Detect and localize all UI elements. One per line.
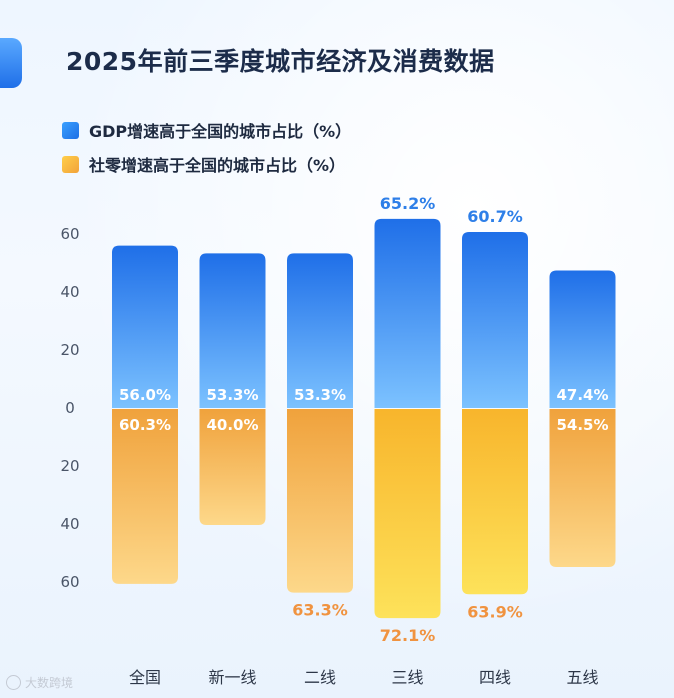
legend-retail-label: 社零增速高于全国的城市占比（%） bbox=[89, 156, 346, 175]
x-category-label: 五线 bbox=[566, 668, 598, 687]
legend-retail: 社零增速高于全国的城市占比（%） bbox=[62, 152, 345, 176]
gdp-bar bbox=[549, 270, 616, 408]
x-category-label: 四线 bbox=[479, 668, 511, 687]
gdp-value-label: 47.4% bbox=[556, 386, 608, 404]
title-accent-tab bbox=[0, 38, 22, 88]
legend-gdp-swatch bbox=[62, 121, 79, 139]
y-tick-label: 60 bbox=[60, 225, 79, 243]
retail-bar bbox=[462, 409, 528, 595]
gdp-value-label: 65.2% bbox=[380, 194, 436, 213]
y-tick-label: 40 bbox=[60, 515, 79, 533]
watermark-logo-icon bbox=[6, 675, 21, 690]
retail-bar bbox=[287, 409, 353, 593]
retail-value-label: 63.9% bbox=[467, 602, 523, 621]
gdp-value-label: 56.0% bbox=[119, 386, 171, 404]
gdp-bar bbox=[287, 253, 353, 408]
retail-bar bbox=[199, 409, 266, 525]
gdp-bar bbox=[462, 231, 528, 408]
retail-value-label: 40.0% bbox=[206, 416, 258, 434]
x-axis: 全国 新一线 二线 三线 四线 五线 bbox=[129, 668, 599, 687]
watermark-text: 大数跨境 bbox=[25, 676, 74, 690]
y-tick-label: 60 bbox=[60, 573, 79, 591]
legend-retail-swatch bbox=[62, 155, 79, 173]
gdp-value-label: 60.7% bbox=[467, 207, 523, 226]
x-category-label: 二线 bbox=[304, 668, 336, 687]
gdp-bar bbox=[374, 218, 441, 408]
retail-value-label: 60.3% bbox=[119, 416, 171, 434]
x-category-label: 新一线 bbox=[208, 668, 256, 687]
retail-bar bbox=[374, 409, 441, 619]
chart-title: 2025年前三季度城市经济及消费数据 bbox=[66, 47, 495, 76]
x-category-label: 全国 bbox=[129, 668, 161, 687]
y-tick-label: 20 bbox=[60, 457, 79, 475]
value-labels: 56.0% 60.3% 53.3% 40.0% 53.3% 63.3% 65.2% 72.1%… bbox=[119, 194, 609, 645]
legend-gdp-label: GDP增速高于全国的城市占比（%） bbox=[89, 122, 352, 141]
y-axis: 60 40 20 0 20 40 60 bbox=[60, 225, 79, 591]
watermark: 大数跨境 bbox=[6, 674, 73, 691]
bars bbox=[112, 218, 616, 619]
retail-value-label: 54.5% bbox=[556, 416, 608, 434]
gdp-bar bbox=[112, 245, 178, 408]
y-tick-label: 40 bbox=[60, 283, 79, 301]
gdp-value-label: 53.3% bbox=[294, 386, 346, 404]
x-category-label: 三线 bbox=[391, 668, 423, 687]
legend-gdp: GDP增速高于全国的城市占比（%） bbox=[62, 118, 351, 142]
y-tick-label: 0 bbox=[65, 399, 75, 417]
retail-value-label: 72.1% bbox=[380, 626, 436, 645]
gdp-value-label: 53.3% bbox=[206, 386, 258, 404]
gdp-bar bbox=[199, 253, 266, 408]
y-tick-label: 20 bbox=[60, 341, 79, 359]
retail-value-label: 63.3% bbox=[292, 601, 348, 620]
retail-bar bbox=[549, 409, 616, 568]
retail-bar bbox=[112, 409, 178, 584]
